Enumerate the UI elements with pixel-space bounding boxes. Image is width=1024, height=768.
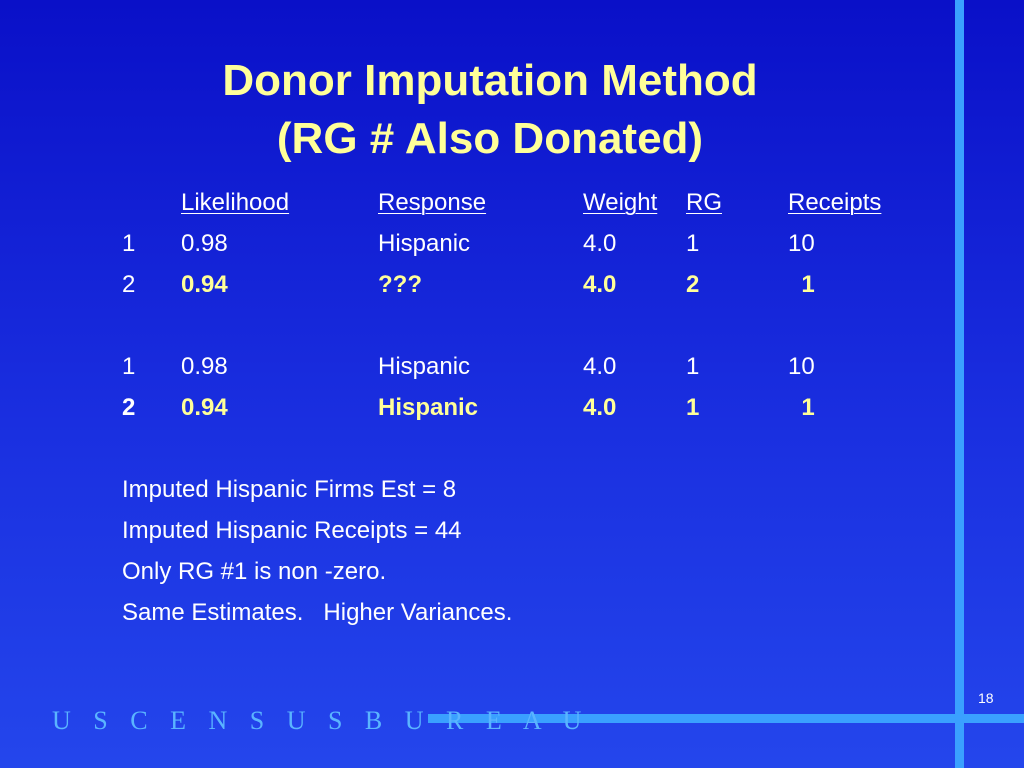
header-weight: Weight	[583, 189, 658, 216]
header-rg: RG	[686, 189, 722, 216]
likelihood-cell: 0.94	[181, 394, 228, 421]
receipts-cell: 10	[788, 353, 815, 380]
header-response: Response	[378, 189, 487, 216]
note-receipts-estimate: Imputed Hispanic Receipts = 44	[122, 517, 462, 544]
likelihood-cell: 0.98	[181, 353, 228, 380]
title-line-1: Donor Imputation Method	[222, 56, 758, 105]
likelihood-cell: 0.98	[181, 230, 228, 257]
likelihood-cell: 0.94	[181, 271, 228, 298]
response-cell: Hispanic	[378, 394, 479, 421]
note-variances: Same Estimates. Higher Variances.	[122, 599, 513, 626]
row-index: 2	[122, 271, 136, 298]
response-cell: Hispanic	[378, 353, 471, 380]
receipts-cell: 10	[788, 230, 815, 257]
rg-cell: 2	[686, 271, 700, 298]
weight-cell: 4.0	[583, 271, 617, 298]
weight-cell: 4.0	[583, 353, 617, 380]
rg-cell: 1	[686, 394, 700, 421]
page-number: 18	[978, 690, 994, 706]
rg-cell: 1	[686, 353, 700, 380]
horizontal-accent-bar	[428, 714, 1024, 723]
note-firms-estimate: Imputed Hispanic Firms Est = 8	[122, 476, 457, 503]
title-line-2: (RG # Also Donated)	[276, 114, 704, 163]
receipts-cell: 1	[788, 271, 815, 298]
header-receipts: Receipts	[788, 189, 882, 216]
row-index: 1	[122, 230, 136, 257]
weight-cell: 4.0	[583, 230, 617, 257]
receipts-cell: 1	[788, 394, 815, 421]
census-bureau-logo-text: U S C E N S U S B U R E A U	[52, 706, 590, 735]
row-index: 1	[122, 353, 136, 380]
header-likelihood: Likelihood	[181, 189, 290, 216]
weight-cell: 4.0	[583, 394, 617, 421]
response-cell: Hispanic	[378, 230, 471, 257]
rg-cell: 1	[686, 230, 700, 257]
note-rg-nonzero: Only RG #1 is non -zero.	[122, 558, 387, 585]
row-index: 2	[122, 394, 136, 421]
slide-title: Donor Imputation Method (RG # Also Donat…	[0, 52, 980, 168]
response-cell: ???	[378, 271, 422, 298]
vertical-accent-bar	[955, 0, 964, 768]
